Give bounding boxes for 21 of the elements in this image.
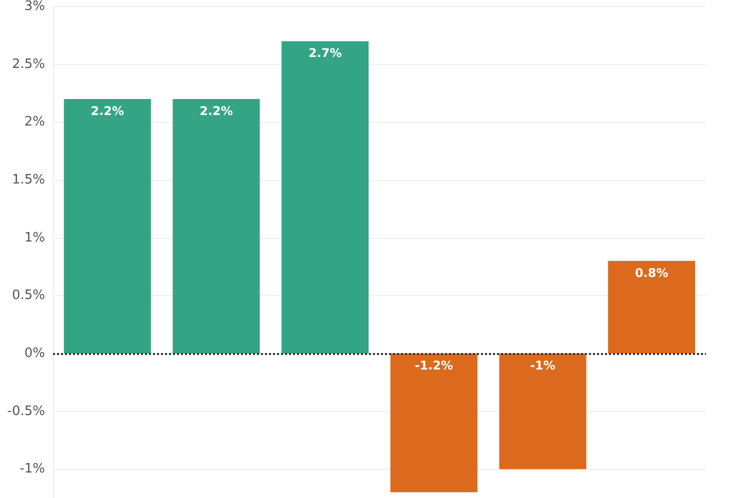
y-tick-label: 1.5% — [12, 172, 45, 188]
bar — [390, 353, 478, 492]
data-label: 2.2% — [200, 104, 233, 118]
y-tick-label: 2% — [24, 114, 45, 130]
y-tick-label: 1% — [24, 230, 45, 246]
bar — [282, 41, 369, 354]
y-tick-label: -0.5% — [7, 404, 45, 419]
bar — [172, 99, 260, 354]
bar — [608, 260, 696, 354]
data-label: 0.8% — [634, 266, 668, 280]
y-tick-label: 3% — [24, 0, 45, 14]
y-tick-label: 0.5% — [12, 288, 45, 304]
y-tick-label: 0% — [24, 346, 45, 361]
data-label: -1% — [530, 358, 556, 372]
data-label: 2.7% — [308, 46, 342, 60]
y-tick-label: 2.5% — [12, 56, 45, 72]
bar — [499, 353, 586, 470]
data-label: 2.2% — [90, 104, 124, 118]
bar — [64, 99, 151, 354]
y-tick-label: -1% — [20, 462, 45, 477]
data-label: -1.2% — [414, 358, 454, 372]
